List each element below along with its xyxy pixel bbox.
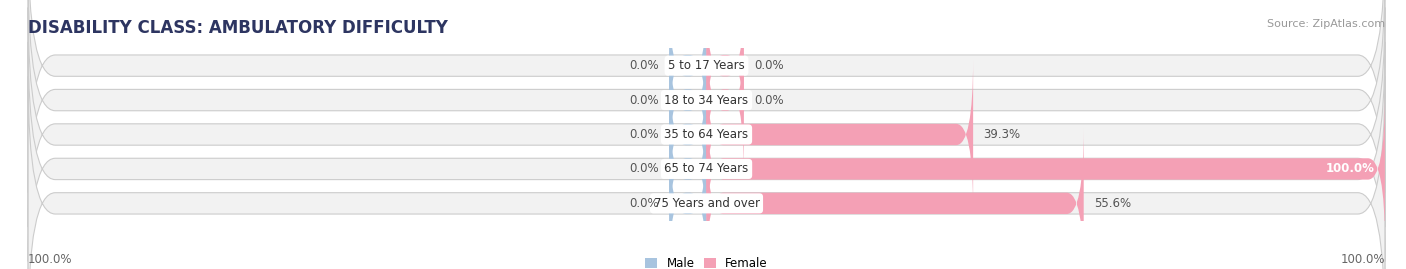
FancyBboxPatch shape	[28, 0, 1385, 227]
FancyBboxPatch shape	[707, 0, 744, 141]
Text: 65 to 74 Years: 65 to 74 Years	[665, 162, 748, 175]
Text: DISABILITY CLASS: AMBULATORY DIFFICULTY: DISABILITY CLASS: AMBULATORY DIFFICULTY	[28, 19, 449, 37]
Text: 55.6%: 55.6%	[1094, 197, 1130, 210]
FancyBboxPatch shape	[669, 94, 707, 244]
Text: 0.0%: 0.0%	[754, 94, 783, 107]
FancyBboxPatch shape	[669, 0, 707, 141]
FancyBboxPatch shape	[707, 59, 973, 210]
Text: 75 Years and over: 75 Years and over	[654, 197, 759, 210]
FancyBboxPatch shape	[28, 42, 1385, 269]
Text: Source: ZipAtlas.com: Source: ZipAtlas.com	[1267, 19, 1385, 29]
Text: 0.0%: 0.0%	[630, 162, 659, 175]
Text: 0.0%: 0.0%	[754, 59, 783, 72]
Text: 0.0%: 0.0%	[630, 128, 659, 141]
Text: 18 to 34 Years: 18 to 34 Years	[665, 94, 748, 107]
Text: 0.0%: 0.0%	[630, 94, 659, 107]
FancyBboxPatch shape	[707, 94, 1385, 244]
Text: 0.0%: 0.0%	[630, 59, 659, 72]
Text: 100.0%: 100.0%	[1326, 162, 1375, 175]
FancyBboxPatch shape	[28, 76, 1385, 269]
Legend: Male, Female: Male, Female	[641, 253, 772, 269]
FancyBboxPatch shape	[28, 0, 1385, 193]
Text: 5 to 17 Years: 5 to 17 Years	[668, 59, 745, 72]
Text: 100.0%: 100.0%	[28, 253, 73, 266]
FancyBboxPatch shape	[707, 128, 1084, 269]
Text: 39.3%: 39.3%	[983, 128, 1021, 141]
Text: 100.0%: 100.0%	[1340, 253, 1385, 266]
Text: 0.0%: 0.0%	[630, 197, 659, 210]
FancyBboxPatch shape	[669, 128, 707, 269]
FancyBboxPatch shape	[28, 8, 1385, 261]
FancyBboxPatch shape	[669, 25, 707, 175]
FancyBboxPatch shape	[669, 59, 707, 210]
FancyBboxPatch shape	[707, 25, 744, 175]
Text: 35 to 64 Years: 35 to 64 Years	[665, 128, 748, 141]
